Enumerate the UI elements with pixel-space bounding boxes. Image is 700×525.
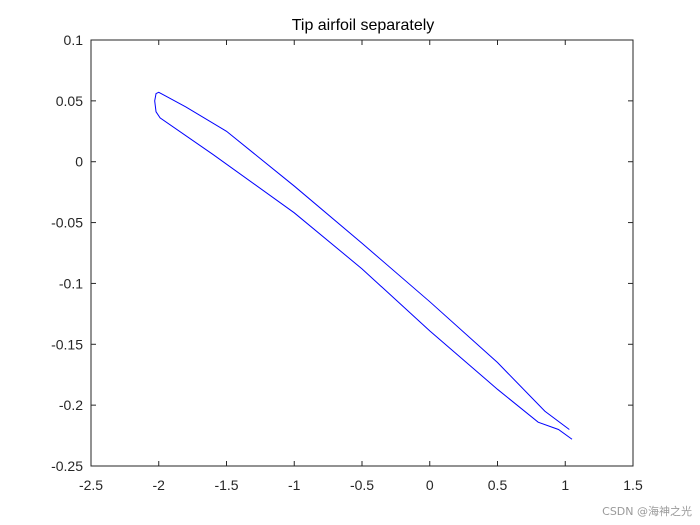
x-tick-label: 0.5 — [488, 477, 508, 493]
y-tick-label: -0.2 — [59, 397, 83, 413]
watermark: CSDN @海神之光 — [602, 505, 692, 518]
y-tick-label: 0.1 — [64, 32, 84, 48]
y-tick-label: -0.25 — [51, 458, 83, 474]
x-tick-label: -1 — [288, 477, 301, 493]
x-tick-label: -2.5 — [79, 477, 103, 493]
series-line-0 — [154, 91, 573, 440]
plot-area: -2.5 -2 -1.5 -1 -0.5 0 0.5 1 1.5 0.1 0.05 0 -0.05 -0.… — [51, 32, 643, 493]
x-tick-label: 0 — [426, 477, 434, 493]
y-tick-label: -0.05 — [51, 215, 83, 231]
y-tick-label: 0.05 — [56, 93, 83, 109]
x-tick-label: -0.5 — [350, 477, 374, 493]
y-tick-label: -0.1 — [59, 275, 83, 291]
x-tick-label: -1.5 — [214, 477, 238, 493]
y-tick-label: 0 — [75, 154, 83, 170]
axes-box — [90, 39, 634, 467]
x-tick-label: -2 — [153, 477, 166, 493]
x-tick-label: 1.5 — [623, 477, 643, 493]
chart-title: Tip airfoil separately — [292, 17, 435, 34]
y-tick-label: -0.15 — [51, 336, 83, 352]
x-tick-label: 1 — [561, 477, 569, 493]
